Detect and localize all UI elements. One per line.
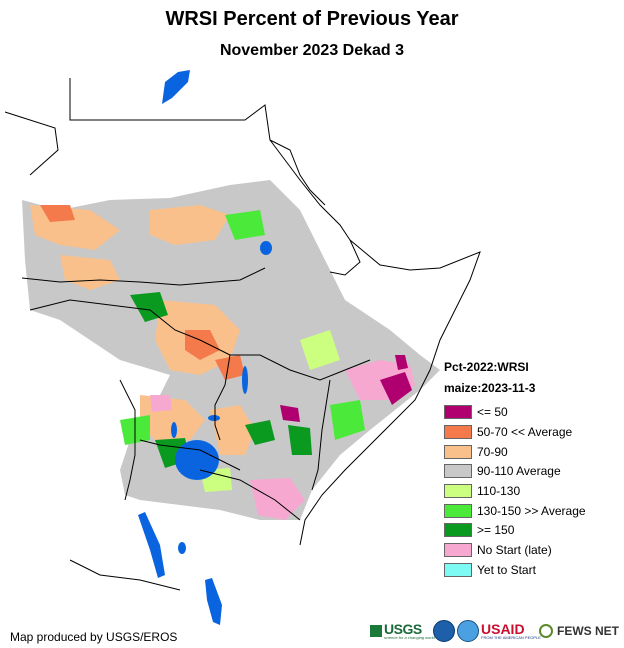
lake-rukwa: [178, 542, 186, 554]
patch-pink: [150, 395, 172, 412]
lake-victoria: [175, 440, 219, 480]
map-credit: Map produced by USGS/EROS: [10, 630, 178, 644]
noaa-seal-icon: [433, 620, 455, 642]
legend-heading-crop: maize:2023-11-3: [444, 381, 536, 395]
globe-icon: [539, 624, 553, 638]
inner-border: [139, 439, 241, 471]
kenya-somalia-border: [311, 379, 331, 491]
fewsnet-wordmark: FEWS NET: [557, 624, 619, 638]
patch-pink: [250, 478, 305, 520]
map-title: WRSI Percent of Previous Year: [165, 8, 459, 30]
patch-darkorange: [215, 355, 245, 380]
legend-label: No Start (late): [477, 543, 552, 557]
patch-yellowgreen: [300, 330, 340, 370]
patch-magenta: [395, 355, 408, 370]
patch-green: [130, 292, 168, 322]
kenya-border: [214, 354, 231, 441]
patch-lightgreen: [225, 210, 265, 240]
legend-label: 70-90: [477, 445, 508, 459]
legend-item: 70-90: [444, 444, 508, 460]
borders: [4, 78, 481, 591]
nasa-seal-icon: [457, 620, 479, 642]
patch-lightgreen: [330, 400, 365, 440]
lake-nasser: [162, 70, 190, 104]
legend-item: No Start (late): [444, 542, 552, 558]
lake-tana: [260, 241, 272, 255]
north-border: [4, 111, 59, 176]
sudan-border: [21, 267, 266, 286]
tanzania-border: [199, 469, 301, 521]
legend-item: 90-110 Average: [444, 463, 561, 479]
patch-green: [245, 420, 275, 445]
patch-magenta: [380, 372, 412, 405]
legend-item: 110-130: [444, 483, 520, 499]
map-subtitle: November 2023 Dekad 3: [219, 42, 405, 59]
water-bodies: [138, 70, 272, 625]
legend-label: 130-150 >> Average: [477, 504, 586, 518]
legend-item: 130-150 >> Average: [444, 503, 586, 519]
usaid-wordmark: USAID: [481, 621, 525, 637]
patch-green: [288, 425, 312, 455]
patch-orange: [210, 405, 255, 455]
lake-tanganyika: [138, 512, 165, 578]
legend-swatch: [444, 504, 472, 518]
patch-magenta: [280, 405, 300, 422]
fewsnet-logo: FEWS NET: [539, 620, 619, 642]
legend-label: 50-70 << Average: [477, 425, 573, 439]
patch-darkorange: [40, 205, 75, 222]
egypt-border: [69, 78, 326, 206]
wrsi-patches: [30, 205, 415, 520]
patch-orange: [150, 205, 230, 245]
south-border: [69, 559, 181, 591]
legend-item: >= 150: [444, 522, 514, 538]
lake-albert: [171, 422, 177, 438]
legend-swatch: [444, 464, 472, 478]
drc-border: [119, 379, 136, 501]
legend-swatch: [444, 425, 472, 439]
legend-label: 110-130: [477, 484, 521, 498]
usgs-wordmark: USGS: [384, 621, 422, 637]
legend-swatch: [444, 484, 472, 498]
legend-label: 90-110 Average: [477, 464, 561, 478]
southsudan-border: [29, 299, 231, 356]
gulf-coast: [329, 239, 361, 276]
usgs-logo: USGS science for a changing world: [370, 620, 435, 642]
nasa-logo: [457, 620, 479, 642]
usgs-tagline: science for a changing world: [384, 635, 435, 640]
horn-coast: [299, 239, 481, 546]
lake-malawi: [205, 578, 222, 625]
legend-swatch: [444, 563, 472, 577]
legend-item: 50-70 << Average: [444, 424, 572, 440]
legend-label: Yet to Start: [477, 563, 536, 577]
usaid-logo: USAID FROM THE AMERICAN PEOPLE: [481, 620, 541, 642]
usgs-wave-icon: [370, 625, 382, 637]
legend-label: >= 150: [477, 523, 515, 537]
legend-item: Yet to Start: [444, 562, 536, 578]
legend-swatch: [444, 405, 472, 419]
legend-swatch: [444, 523, 472, 537]
legend-label: <= 50: [477, 405, 508, 419]
noaa-logo: [433, 620, 455, 642]
lake-kyoga: [208, 415, 220, 421]
ethiopia-border: [230, 354, 371, 381]
legend-swatch: [444, 543, 472, 557]
legend-swatch: [444, 445, 472, 459]
usaid-tagline: FROM THE AMERICAN PEOPLE: [481, 635, 541, 640]
legend-item: <= 50: [444, 404, 508, 420]
red-sea-coast: [269, 139, 351, 241]
legend-heading-product: Pct-2022:WRSI: [444, 360, 529, 374]
lake-turkana: [242, 366, 248, 394]
